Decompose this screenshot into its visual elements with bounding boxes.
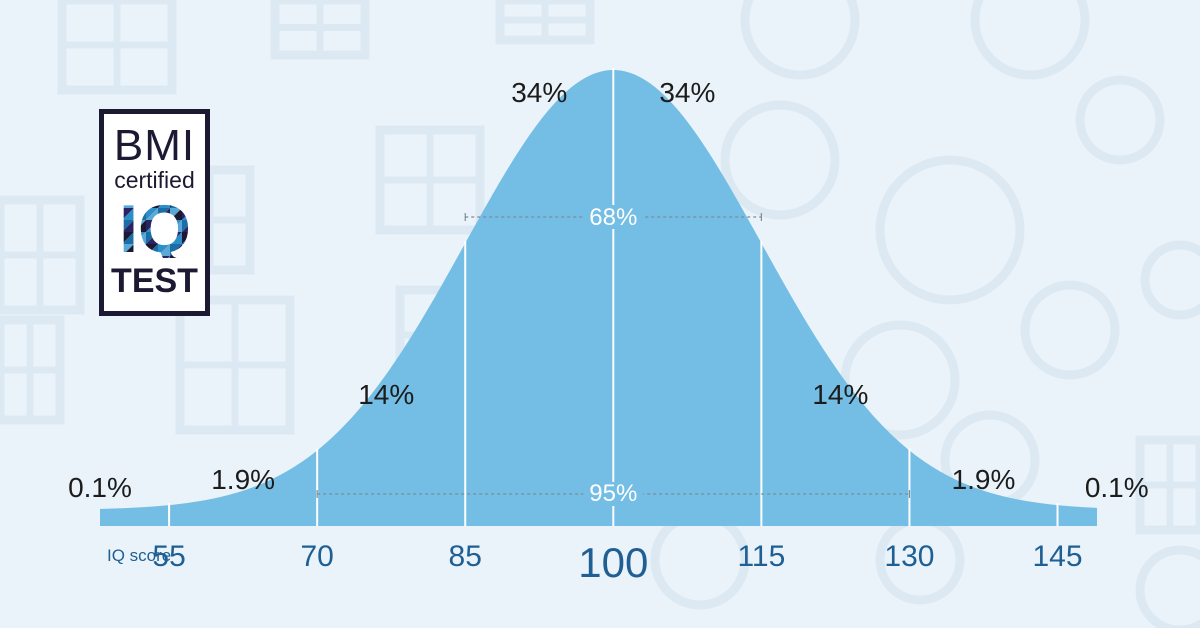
tick-label-115: 115	[737, 540, 785, 573]
pattern-circle-1	[970, 0, 1090, 80]
pattern-circle-2	[720, 100, 840, 220]
iq-mosaic-fill	[118, 196, 191, 267]
segment-label-0: 0.1%	[68, 472, 132, 503]
pattern-grid-2	[375, 125, 485, 235]
pattern-circle-5	[840, 320, 960, 440]
range-label: 68%	[589, 204, 637, 231]
pattern-circle-6	[1020, 280, 1120, 380]
tick-label-130: 130	[884, 540, 934, 573]
pattern-grid-4	[175, 295, 295, 435]
pattern-grid-1	[270, 0, 370, 60]
badge-iq-logo: IQ	[104, 196, 205, 267]
iq-mosaic-logo: IQ	[118, 196, 191, 267]
pattern-circle-4	[1075, 75, 1165, 165]
pattern-grid-10	[1135, 435, 1200, 535]
range-label: 95%	[589, 480, 637, 507]
range-label-bg	[583, 205, 644, 229]
segment-label-2: 14%	[358, 379, 414, 410]
segment-label-1: 1.9%	[211, 464, 275, 495]
axis-title: IQ score	[107, 546, 171, 565]
tick-label-70: 70	[300, 540, 333, 573]
segment-label-4: 34%	[659, 77, 715, 108]
pattern-circle-7	[1140, 240, 1200, 320]
tick-label-100: 100	[578, 539, 648, 586]
badge-certified-text: certified	[114, 167, 195, 193]
range-label-bg	[583, 482, 644, 506]
pattern-circle-3	[875, 155, 1025, 305]
segment-label-3: 34%	[511, 77, 567, 108]
segment-label-6: 1.9%	[952, 464, 1016, 495]
segment-label-7: 0.1%	[1085, 472, 1149, 503]
pattern-grid-6	[0, 315, 65, 425]
tick-label-145: 145	[1032, 540, 1082, 573]
tick-label-55: 55	[152, 540, 185, 573]
pattern-grid-8	[495, 0, 595, 45]
tick-label-85: 85	[449, 540, 482, 573]
pattern-grid-5	[0, 195, 85, 315]
range-bracket-68pct: 68%	[464, 204, 762, 231]
range-bracket-95pct: 95%	[316, 480, 911, 507]
pattern-grid-0	[57, 0, 177, 95]
pattern-circle-10	[1135, 545, 1200, 628]
bmi-certified-badge: BMI certified IQ TEST	[99, 109, 210, 316]
badge-bmi-text: BMI	[113, 121, 196, 170]
segment-label-5: 14%	[812, 379, 868, 410]
badge-test-text: TEST	[111, 262, 198, 300]
bell-curve-area	[100, 70, 1097, 526]
pattern-circle-0	[740, 0, 860, 80]
